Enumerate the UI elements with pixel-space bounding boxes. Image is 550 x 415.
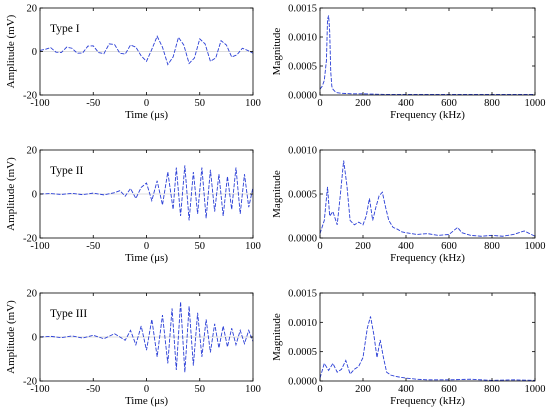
y-tick-label: 0.0000: [288, 377, 317, 388]
x-tick-label: 800: [484, 98, 500, 109]
x-tick-label: -100: [30, 241, 49, 252]
y-tick-label: 0: [32, 47, 37, 58]
y-tick-label: 20: [27, 146, 38, 157]
y-tick-label: 0.0010: [288, 318, 317, 329]
y-tick-label: 0.0000: [288, 91, 317, 102]
x-tick-label: 0: [144, 241, 149, 252]
y-tick-label: 0: [32, 333, 37, 344]
x-tick-label: 1000: [525, 384, 546, 395]
x-tick-label: 400: [398, 384, 414, 395]
x-tick-label: 800: [484, 241, 500, 252]
subplot-time-3: -100 -50 0 50 100 -20 0 20 Time (μs) Amplitude (m…: [5, 289, 261, 408]
y-tick-label: 20: [27, 289, 38, 300]
subplot-freq-1: 0 200 400 600 800 1000 0.0000 0.0005 0.0010 0.001…: [271, 4, 546, 122]
y-tick-label: 0: [32, 190, 37, 201]
x-tick-label: -100: [30, 384, 49, 395]
x-tick-label: 50: [195, 384, 206, 395]
axes-frame: [319, 292, 536, 382]
subplot-freq-2: 0 200 400 600 800 1000 0.0000 0.0005 0.0010 Frequ…: [271, 146, 546, 265]
x-tick-label: 200: [355, 384, 371, 395]
y-tick-label: 20: [27, 4, 38, 15]
y-tick-label: 0.0010: [288, 146, 317, 157]
y-tick-label: 0.0000: [288, 234, 317, 245]
series-line: [319, 316, 536, 381]
y-axis-label: Amplitude (mV): [5, 14, 17, 88]
x-tick-label: 1000: [525, 241, 546, 252]
x-tick-label: 50: [195, 241, 206, 252]
x-axis-label: Frequency (kHz): [390, 109, 465, 121]
x-tick-label: 600: [441, 384, 457, 395]
x-tick-label: 200: [355, 98, 371, 109]
series-line: [319, 15, 535, 95]
subplot-time-1: -100 -50 0 50 100 -20 0 20 Time (μs) Amplitude (m…: [5, 4, 261, 122]
y-tick-label: 0.0005: [288, 347, 317, 358]
x-tick-label: 600: [441, 241, 457, 252]
y-axis-label: Amplitude (mV): [5, 157, 17, 231]
x-tick-label: 1000: [525, 98, 546, 109]
axes-frame: [319, 7, 536, 96]
x-tick-label: 800: [484, 384, 500, 395]
x-tick-label: 400: [398, 241, 414, 252]
y-tick-label: -20: [23, 234, 37, 245]
x-tick-label: -50: [86, 241, 100, 252]
type-annotation: Type III: [50, 308, 87, 320]
y-tick-label: -20: [23, 377, 37, 388]
y-tick-label: 0.0015: [288, 289, 317, 300]
y-axis-label: Magnitude: [271, 313, 283, 361]
x-tick-label: 100: [245, 98, 261, 109]
series-line: [39, 301, 254, 373]
type-annotation: Type II: [50, 165, 84, 177]
x-tick-label: 50: [195, 98, 206, 109]
x-tick-label: 0: [144, 384, 149, 395]
y-tick-label: 0.0005: [288, 190, 317, 201]
axes-frame: [319, 149, 536, 239]
subplot-freq-3: 0 200 400 600 800 1000 0.0000 0.0005 0.0010 0.001…: [271, 289, 546, 408]
x-tick-label: 0: [317, 384, 322, 395]
x-tick-label: 600: [441, 98, 457, 109]
x-axis-label: Frequency (kHz): [390, 395, 465, 407]
type-annotation: Type I: [50, 23, 80, 35]
series-line: [39, 165, 254, 221]
x-tick-label: 200: [355, 241, 371, 252]
x-tick-label: 100: [245, 384, 261, 395]
x-axis-label: Time (μs): [125, 395, 168, 407]
y-tick-label: 0.0010: [288, 33, 317, 44]
x-axis-label: Time (μs): [125, 252, 168, 264]
y-tick-label: 0.0005: [288, 62, 317, 73]
x-tick-label: 0: [317, 98, 322, 109]
y-axis-label: Amplitude (mV): [5, 300, 17, 374]
y-tick-label: -20: [23, 91, 37, 102]
series-line: [39, 35, 254, 66]
x-tick-label: 0: [144, 98, 149, 109]
subplot-time-2: -100 -50 0 50 100 -20 0 20 Time (μs) Amplitude (m…: [5, 146, 261, 265]
x-tick-label: 0: [317, 241, 322, 252]
series-line: [319, 160, 536, 237]
x-tick-label: -50: [86, 98, 100, 109]
y-axis-label: Magnitude: [271, 170, 283, 218]
x-tick-label: 400: [398, 98, 414, 109]
y-tick-label: 0.0015: [288, 4, 317, 15]
x-tick-label: 100: [245, 241, 261, 252]
x-tick-label: -100: [30, 98, 49, 109]
x-axis-label: Frequency (kHz): [390, 252, 465, 264]
x-tick-label: -50: [86, 384, 100, 395]
y-axis-label: Magnitude: [271, 28, 283, 76]
x-axis-label: Time (μs): [125, 109, 168, 121]
